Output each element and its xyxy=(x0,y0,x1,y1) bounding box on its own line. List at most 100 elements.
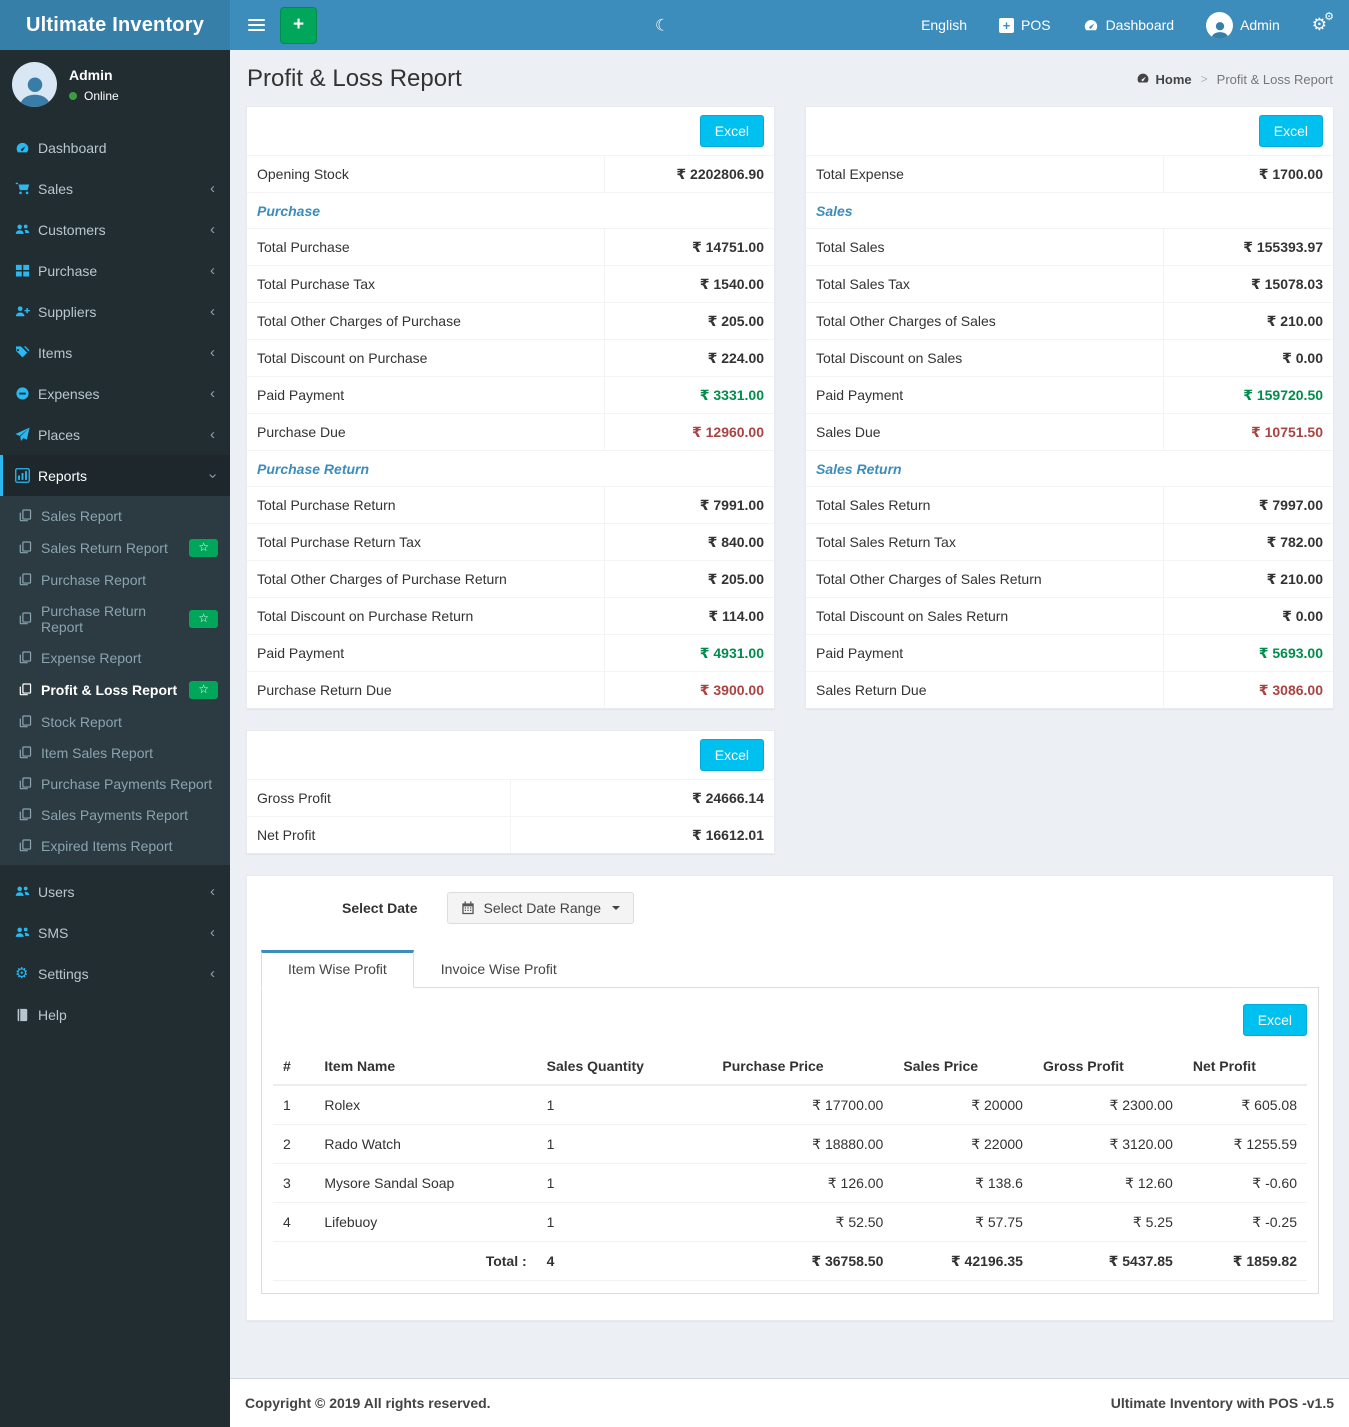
submenu-sales-return-report[interactable]: Sales Return Report ☆ xyxy=(0,531,230,564)
date-filter-label: Select Date xyxy=(342,900,418,916)
report-row: Total Discount on Sales ₹ 0.00 xyxy=(806,339,1333,376)
sidebar-item-help[interactable]: Help xyxy=(0,994,230,1035)
submenu-purchase-payments-report[interactable]: Purchase Payments Report xyxy=(0,768,230,799)
calendar-icon xyxy=(461,901,475,915)
files-icon xyxy=(19,651,32,664)
submenu-item-sales-report[interactable]: Item Sales Report xyxy=(0,737,230,768)
reports-submenu: Sales Report Sales Return Report ☆ Purch… xyxy=(0,496,230,865)
sidebar-item-purchase[interactable]: Purchase ‹ xyxy=(0,250,230,291)
sidebar-item-items[interactable]: Items ‹ xyxy=(0,332,230,373)
chevron-left-icon: ‹ xyxy=(210,882,215,900)
report-row: Total Sales ₹ 155393.97 xyxy=(806,228,1333,265)
grid-icon xyxy=(15,263,38,278)
sidebar-menu-bottom: Users ‹ SMS ‹ ⚙ Settings ‹ Help xyxy=(0,871,230,1035)
chevron-left-icon: ‹ xyxy=(210,220,215,238)
language-menu[interactable]: English xyxy=(921,17,967,33)
report-row: Paid Payment ₹ 159720.50 xyxy=(806,376,1333,413)
report-row: Total Purchase Tax ₹ 1540.00 xyxy=(247,265,774,302)
table-header-row: # Item Name Sales Quantity Purchase Pric… xyxy=(273,1048,1307,1086)
sidebar-item-dashboard[interactable]: Dashboard xyxy=(0,127,230,168)
report-row: Total Discount on Sales Return ₹ 0.00 xyxy=(806,597,1333,634)
top-navbar: Ultimate Inventory + ☾ English + POS Das… xyxy=(0,0,1349,50)
chevron-left-icon: ‹ xyxy=(210,923,215,941)
breadcrumb-separator: > xyxy=(1200,72,1208,86)
files-icon xyxy=(19,541,32,554)
users-icon xyxy=(15,222,38,237)
tags-icon xyxy=(15,345,38,360)
report-row: Total Expense ₹ 1700.00 xyxy=(806,155,1333,192)
section-header-row: Purchase xyxy=(247,192,774,228)
sidebar-item-customers[interactable]: Customers ‹ xyxy=(0,209,230,250)
sidebar-item-sms[interactable]: SMS ‹ xyxy=(0,912,230,953)
submenu-purchase-return-report[interactable]: Purchase Return Report ☆ xyxy=(0,595,230,642)
navbar: + ☾ English + POS Dashboard Admin xyxy=(230,0,1349,50)
breadcrumb: Home > Profit & Loss Report xyxy=(1136,71,1333,88)
chevron-down-icon: ‹ xyxy=(203,473,221,478)
submenu-sales-report[interactable]: Sales Report xyxy=(0,500,230,531)
plus-square-icon: + xyxy=(998,17,1014,33)
tab-item-wise-profit[interactable]: Item Wise Profit xyxy=(261,950,414,988)
breadcrumb-home[interactable]: Home xyxy=(1136,71,1192,88)
submenu-sales-payments-report[interactable]: Sales Payments Report xyxy=(0,799,230,830)
bar-chart-icon xyxy=(15,468,38,483)
tachometer-icon xyxy=(15,140,38,155)
settings-gears-icon[interactable]: ⚙ ⚙ xyxy=(1311,10,1334,35)
footer: Copyright © 2019 All rights reserved. Ul… xyxy=(230,1378,1349,1427)
quick-add-button[interactable]: + xyxy=(280,6,317,44)
star-badge[interactable]: ☆ xyxy=(189,609,218,628)
submenu-expired-items-report[interactable]: Expired Items Report xyxy=(0,830,230,861)
page-title: Profit & Loss Report xyxy=(247,65,462,92)
excel-export-button[interactable]: Excel xyxy=(1258,115,1323,147)
sidebar-item-reports[interactable]: Reports ‹ xyxy=(0,455,230,496)
sidebar-item-expenses[interactable]: Expenses ‹ xyxy=(0,373,230,414)
report-row: Gross Profit ₹ 24666.14 xyxy=(247,779,774,816)
tachometer-icon xyxy=(1083,17,1099,33)
report-row: Opening Stock ₹ 2202806.90 xyxy=(247,155,774,192)
report-row: Total Sales Return Tax ₹ 782.00 xyxy=(806,523,1333,560)
submenu-expense-report[interactable]: Expense Report xyxy=(0,642,230,673)
tab-invoice-wise-profit[interactable]: Invoice Wise Profit xyxy=(440,961,557,977)
sidebar-toggle-icon[interactable] xyxy=(230,16,280,34)
item-profit-panel: Select Date Select Date Range Item Wise … xyxy=(246,875,1334,1321)
chevron-left-icon: ‹ xyxy=(210,179,215,197)
user-status: Online xyxy=(69,89,119,103)
item-wise-profit-content: Excel # Item Name Sales Quantity Purchas… xyxy=(261,988,1319,1294)
sidebar-item-settings[interactable]: ⚙ Settings ‹ xyxy=(15,964,215,982)
moon-icon[interactable]: ☾ xyxy=(655,15,670,35)
user-plus-icon xyxy=(15,304,38,319)
sidebar-item-suppliers[interactable]: Suppliers ‹ xyxy=(0,291,230,332)
report-row: Paid Payment ₹ 5693.00 xyxy=(806,634,1333,671)
star-badge[interactable]: ☆ xyxy=(189,680,218,699)
submenu-purchase-report[interactable]: Purchase Report xyxy=(0,564,230,595)
item-profit-table: # Item Name Sales Quantity Purchase Pric… xyxy=(273,1048,1307,1281)
submenu-stock-report[interactable]: Stock Report xyxy=(0,706,230,737)
submenu-profit-loss-report[interactable]: Profit & Loss Report ☆ xyxy=(0,673,230,706)
report-row: Total Sales Tax ₹ 15078.03 xyxy=(806,265,1333,302)
sidebar-item-places[interactable]: Places ‹ xyxy=(0,414,230,455)
star-badge[interactable]: ☆ xyxy=(189,538,218,557)
dashboard-link[interactable]: Dashboard xyxy=(1083,17,1174,33)
gears-icon: ⚙ xyxy=(15,964,29,982)
chevron-left-icon: ‹ xyxy=(210,384,215,402)
chevron-left-icon: ‹ xyxy=(210,302,215,320)
table-total-row: Total : 4 ₹ 36758.50 ₹ 42196.35 ₹ 5437.8… xyxy=(273,1241,1307,1281)
report-row: Sales Return Due ₹ 3086.00 xyxy=(806,671,1333,708)
caret-down-icon xyxy=(612,906,621,910)
excel-export-button[interactable]: Excel xyxy=(699,739,764,771)
files-icon xyxy=(19,746,32,759)
sidebar-item-sales[interactable]: Sales ‹ xyxy=(0,168,230,209)
breadcrumb-current: Profit & Loss Report xyxy=(1216,71,1333,87)
brand-logo[interactable]: Ultimate Inventory xyxy=(0,0,230,50)
sidebar-item-users[interactable]: Users ‹ xyxy=(0,871,230,912)
section-header-row: Sales Return xyxy=(806,450,1333,486)
report-row: Total Other Charges of Sales ₹ 210.00 xyxy=(806,302,1333,339)
copyright-text: Copyright © 2019 All rights reserved. xyxy=(245,1395,491,1411)
chevron-left-icon: ‹ xyxy=(210,425,215,443)
excel-export-button[interactable]: Excel xyxy=(1242,1004,1307,1036)
user-menu[interactable]: Admin xyxy=(1206,11,1280,39)
date-range-button[interactable]: Select Date Range xyxy=(447,892,635,924)
report-row: Total Discount on Purchase ₹ 224.00 xyxy=(247,339,774,376)
report-row: Total Discount on Purchase Return ₹ 114.0… xyxy=(247,597,774,634)
excel-export-button[interactable]: Excel xyxy=(699,115,764,147)
pos-link[interactable]: + POS xyxy=(998,17,1051,33)
